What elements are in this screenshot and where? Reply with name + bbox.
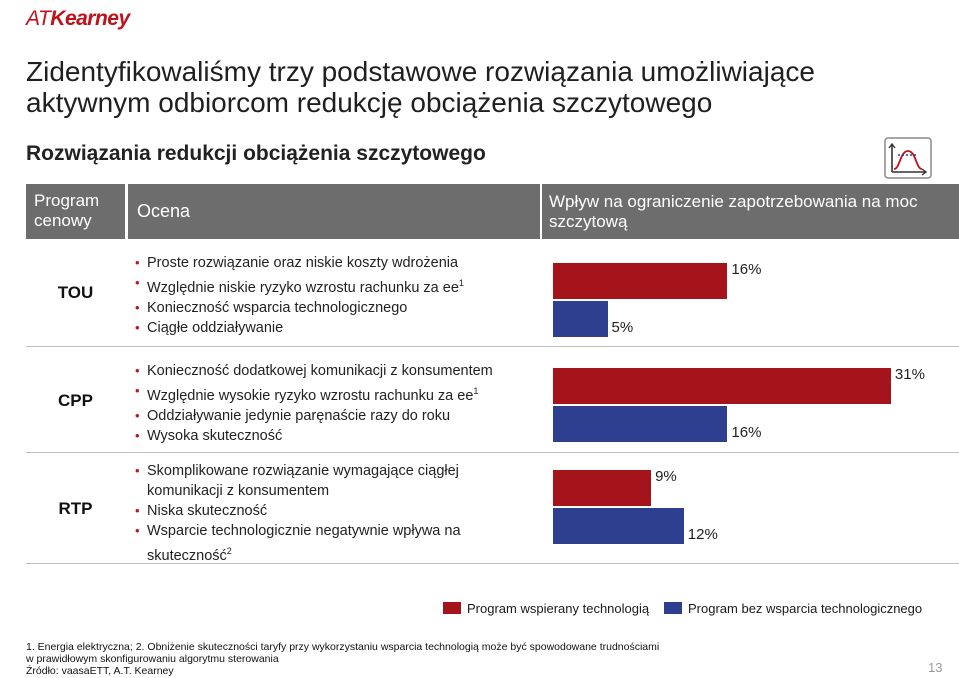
logo-part2: Kearney: [50, 7, 130, 30]
list-item: Ciągłe oddziaływanie: [135, 318, 535, 338]
list-item: Oddziaływanie jedynie paręnaście razy do…: [135, 406, 535, 426]
header-impact-label: Wpływ na ograniczenie zapotrzebowania na…: [549, 192, 918, 231]
bar-label-tou-notech: 5%: [611, 319, 634, 336]
bar-rtp-tech: [553, 470, 652, 506]
bar-tou-notech: [553, 301, 608, 337]
bar-label-rtp-tech: 9%: [655, 468, 677, 485]
legend-label-notech: Program bez wsparcia technologicznego: [688, 601, 923, 616]
footnote-line-2: w prawidłowym skonfigurowaniu algorytmu …: [26, 653, 279, 665]
legend-item-tech: Program wspierany technologią: [443, 601, 649, 616]
bullets-rtp: Skomplikowane rozwiązanie wymagające cią…: [135, 461, 505, 566]
page-title: Zidentyfikowaliśmy trzy podstawowe rozwi…: [26, 56, 815, 118]
list-item: Konieczność wsparcia technologicznego: [135, 298, 535, 318]
bar-label-cpp-notech: 16%: [731, 424, 762, 441]
bar-label-tou-tech: 16%: [731, 261, 762, 278]
page-number: 13: [928, 660, 943, 675]
header-ocena: Ocena: [128, 184, 540, 239]
list-item: Konieczność dodatkowej komunikacji z kon…: [135, 361, 535, 381]
legend-swatch-tech: [443, 602, 461, 614]
header-program: Program cenowy: [26, 184, 125, 239]
header-impact: Wpływ na ograniczenie zapotrzebowania na…: [542, 184, 959, 239]
page-subtitle: Rozwiązania redukcji obciążenia szczytow…: [26, 142, 486, 165]
logo: ATKearney: [26, 7, 130, 31]
list-item: Skomplikowane rozwiązanie wymagające cią…: [135, 461, 505, 501]
header-program-label: Program cenowy: [34, 191, 100, 230]
legend-label-tech: Program wspierany technologią: [467, 601, 650, 616]
row-label-tou: TOU: [57, 283, 94, 302]
peak-load-chart-icon: [884, 137, 932, 179]
bar-cpp-notech: [553, 406, 728, 442]
bar-rtp-notech: [553, 508, 684, 544]
bullets-tou: Proste rozwiązanie oraz niskie koszty wd…: [135, 253, 535, 338]
header-ocena-label: Ocena: [137, 201, 191, 221]
logo-part1: AT: [26, 7, 51, 30]
bar-tou-tech: [553, 263, 728, 299]
legend-swatch-notech: [664, 602, 682, 614]
bar-cpp-tech: [553, 368, 891, 404]
bar-label-cpp-tech: 31%: [894, 366, 925, 383]
row-divider: [26, 563, 959, 564]
list-item: Wsparcie technologicznie negatywnie wpły…: [135, 521, 505, 566]
bar-label-rtp-notech: 12%: [687, 526, 718, 543]
row-label-rtp: RTP: [58, 499, 93, 518]
list-item: Proste rozwiązanie oraz niskie koszty wd…: [135, 253, 535, 273]
list-item: Niska skuteczność: [135, 501, 505, 521]
list-item: Wysoka skuteczność: [135, 426, 535, 446]
legend-item-notech: Program bez wsparcia technologicznego: [664, 601, 922, 616]
row-label-cpp: CPP: [58, 391, 93, 410]
list-item: Względnie niskie ryzyko wzrostu rachunku…: [135, 273, 535, 298]
footnote-source: Źródło: vaasaETT, A.T. Kearney: [26, 665, 174, 677]
row-divider: [26, 346, 959, 347]
row-divider: [26, 452, 959, 453]
list-item: Względnie wysokie ryzyko wzrostu rachunk…: [135, 381, 535, 406]
footnote-line-1: 1. Energia elektryczna; 2. Obniżenie sku…: [26, 641, 660, 653]
bullets-cpp: Konieczność dodatkowej komunikacji z kon…: [135, 361, 535, 446]
